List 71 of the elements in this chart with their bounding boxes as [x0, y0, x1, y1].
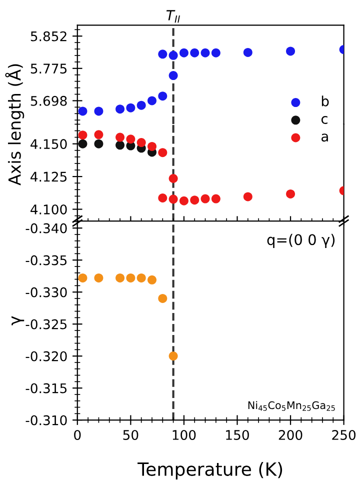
point	[78, 130, 88, 140]
point	[94, 139, 104, 148]
x-tick-label: 200	[278, 430, 302, 440]
y-tick-label: 4.100	[30, 204, 67, 214]
point	[126, 134, 136, 144]
y-tick-label: 4.150	[30, 139, 67, 150]
point	[158, 294, 168, 303]
y-tick-label: 4.125	[30, 172, 67, 182]
point	[126, 103, 136, 112]
x-tick-label: 150	[226, 430, 249, 440]
point	[147, 142, 156, 151]
point	[136, 138, 146, 148]
point	[190, 196, 200, 205]
x-tick-label: 50	[123, 430, 138, 440]
point	[168, 194, 178, 204]
point	[179, 48, 188, 58]
point	[136, 100, 146, 110]
legend-label: c	[321, 116, 328, 124]
legend-label: b	[322, 96, 329, 106]
point	[200, 194, 210, 204]
y-tick-label: 5.698	[30, 96, 67, 106]
point	[168, 174, 178, 184]
x-tick-label: 250	[332, 430, 356, 440]
y-tick-label: -0.325	[26, 319, 67, 330]
y-axis-title: Axis length (Å)	[5, 64, 24, 186]
annotation: Ni$_{45}$Co$_{5}$Mn$_{25}$Ga$_{25}$	[248, 401, 335, 411]
point	[94, 106, 104, 116]
point	[158, 50, 168, 59]
point	[116, 140, 125, 150]
x-tick-label: 100	[172, 430, 196, 440]
y-tick-label: -0.320	[26, 351, 67, 362]
point	[94, 130, 104, 140]
point	[286, 46, 296, 56]
y-tick-label: -0.310	[26, 415, 67, 426]
point	[158, 148, 168, 158]
point	[136, 273, 146, 282]
point	[286, 189, 296, 198]
x-tick-label: 0	[74, 430, 81, 440]
point	[168, 71, 178, 80]
point	[211, 48, 220, 58]
y-tick-label: 5.775	[30, 64, 67, 74]
point	[147, 275, 156, 284]
point	[126, 273, 136, 282]
y-axis-title: γ	[12, 316, 24, 326]
point	[116, 273, 125, 282]
point	[158, 92, 168, 101]
y-tick-label: -0.335	[26, 255, 67, 266]
point	[200, 48, 210, 58]
point	[116, 132, 125, 142]
point	[168, 50, 178, 60]
ref-line-label: T$_{II}$	[166, 10, 180, 23]
point	[168, 352, 178, 361]
point	[116, 104, 125, 114]
y-tick-label: 5.852	[30, 31, 66, 42]
point	[158, 194, 168, 202]
point	[78, 139, 88, 148]
point	[243, 48, 252, 57]
point	[179, 196, 188, 206]
point	[78, 106, 88, 116]
point	[243, 192, 252, 202]
y-tick-label: -0.330	[26, 287, 67, 298]
y-tick-label: -0.340	[26, 223, 67, 234]
point	[94, 273, 104, 282]
y-tick-label: -0.315	[26, 383, 67, 394]
point	[78, 273, 88, 282]
legend-label: a	[322, 134, 328, 142]
point	[147, 96, 156, 106]
point	[190, 48, 200, 58]
annotation: q=(0 0 γ)	[267, 234, 335, 248]
point	[211, 194, 220, 204]
x-axis-title: Temperature (K)	[138, 462, 282, 480]
